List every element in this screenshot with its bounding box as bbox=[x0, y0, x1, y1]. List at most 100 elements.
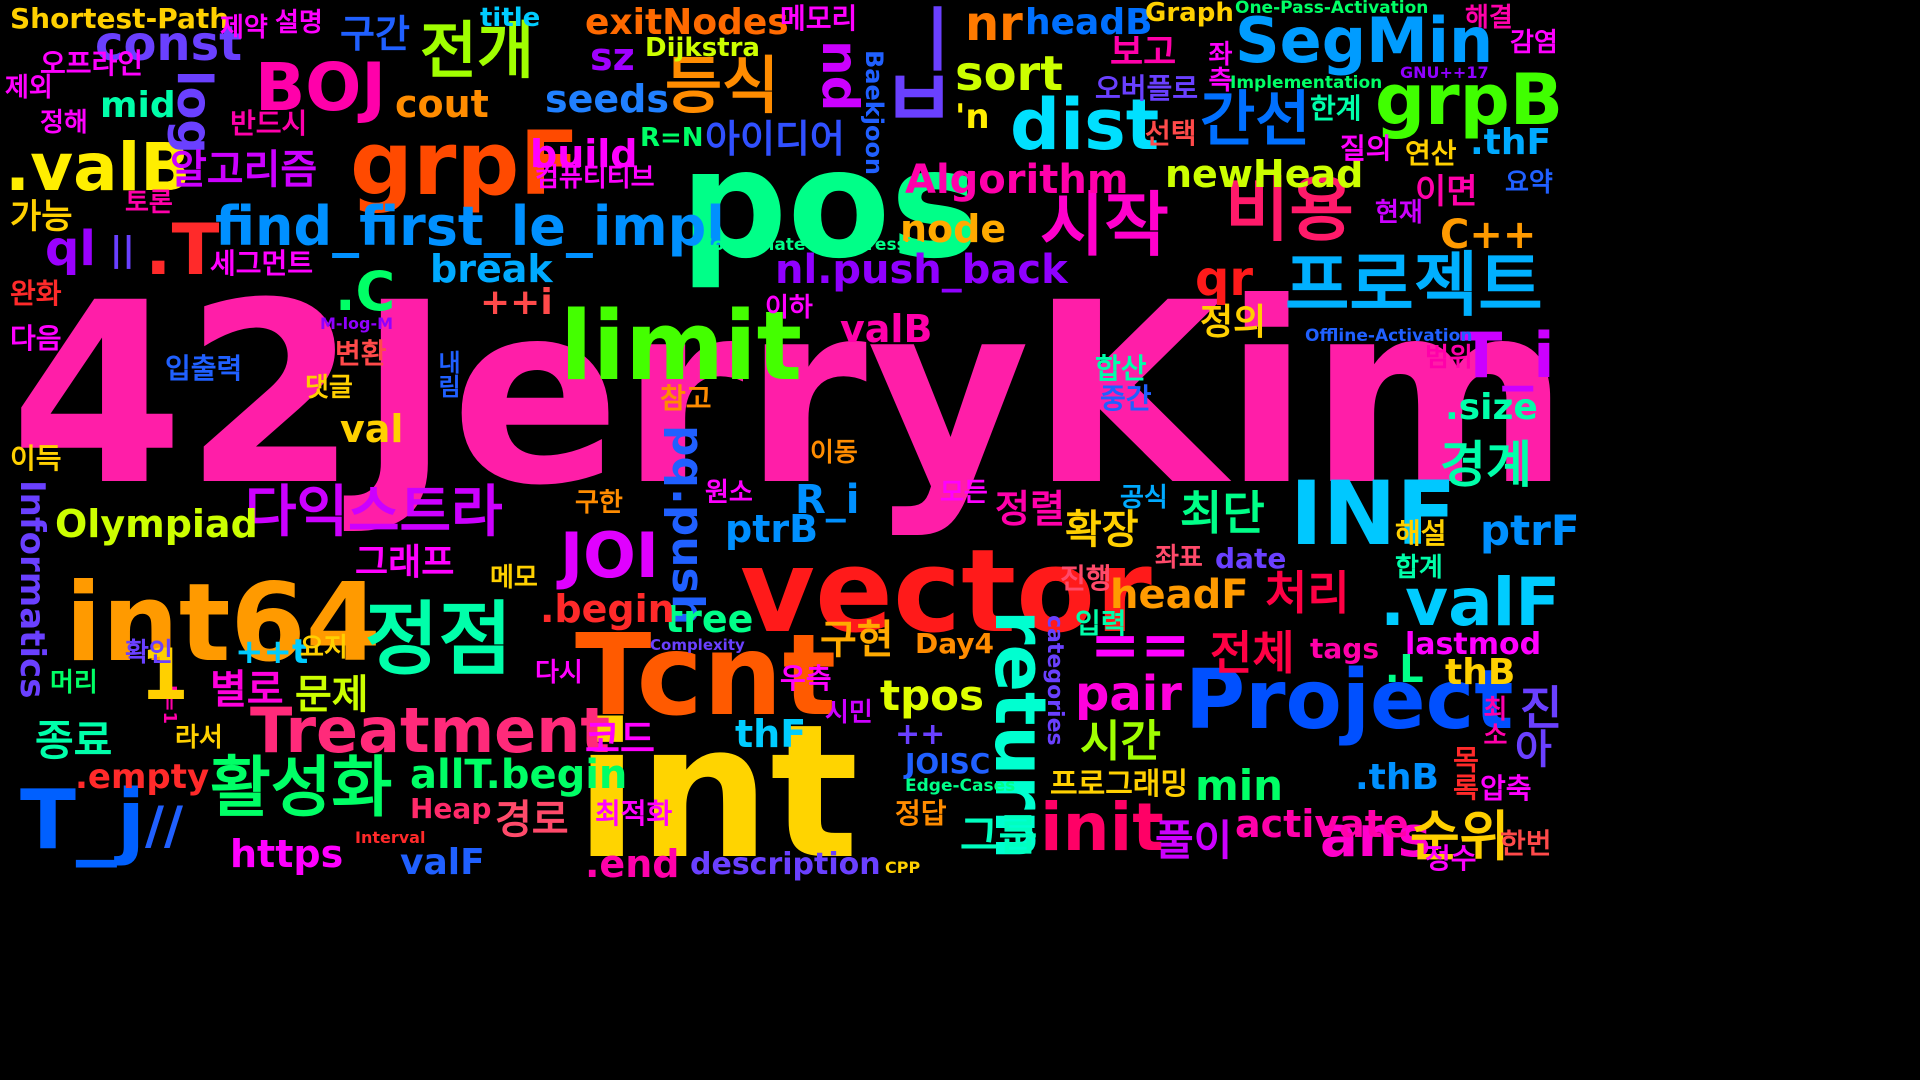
word-segment: 세그먼트 bbox=[210, 247, 314, 280]
word-headb: headB bbox=[1025, 2, 1153, 43]
word-choedan: 최단 bbox=[1180, 486, 1265, 540]
word-gnu17: GNU++17 bbox=[1400, 63, 1489, 82]
word-valb: valB bbox=[840, 307, 933, 351]
word-tpos: tpos bbox=[880, 671, 984, 720]
word-sunwi: 순위 bbox=[1410, 805, 1510, 868]
word-dot-c: .C bbox=[335, 260, 396, 323]
word-r-i: R_i bbox=[795, 477, 860, 523]
word-bogo: 보고 bbox=[1110, 32, 1177, 73]
word-cpp-tag: CPP bbox=[885, 858, 921, 877]
word-https: https bbox=[230, 832, 344, 876]
word-meori: 머리 bbox=[50, 668, 98, 698]
word-inf: INF bbox=[1290, 462, 1457, 565]
word-tree: tree bbox=[665, 597, 754, 641]
word-pos: pos bbox=[680, 118, 980, 292]
word-gyeonggye: 경계 bbox=[1440, 436, 1532, 494]
word-programming: 프로그래밍 bbox=[1050, 767, 1188, 802]
word-deungsik: 등식 bbox=[665, 49, 780, 122]
word-joi: JOI bbox=[560, 519, 659, 592]
word-wanhwa: 완화 bbox=[10, 277, 62, 310]
word-42jerrykim: 42JerryKim bbox=[10, 249, 1570, 540]
word-cheori: 처리 bbox=[1265, 566, 1350, 620]
word-nd: nd bbox=[811, 40, 869, 112]
word-daeum: 다음 bbox=[10, 322, 62, 355]
word-seontaek: 선택 bbox=[1145, 117, 1197, 150]
word-ganseon: 간선 bbox=[1200, 85, 1311, 155]
word-t-i: T_i bbox=[1460, 319, 1555, 392]
word-mongnok: 목록 bbox=[1448, 745, 1481, 801]
word-imyeon: 이면 bbox=[1415, 172, 1478, 212]
word-heap: Heap bbox=[410, 792, 492, 825]
word-edge-cases: Edge-Cases bbox=[905, 776, 1016, 796]
word-plusplus-t: ++t bbox=[235, 632, 309, 672]
word-dot-l: .L bbox=[1385, 647, 1424, 691]
word-nr: nr bbox=[965, 0, 1023, 52]
word-competitive: 컴퓨티티브 bbox=[535, 163, 655, 193]
word-sz: sz bbox=[590, 35, 635, 79]
word-jeongae: 전개 bbox=[420, 14, 535, 87]
word-puri: 풀이 bbox=[1155, 816, 1233, 865]
word-implementation: Implementation bbox=[1230, 73, 1383, 93]
word-jeongui: 정의 bbox=[1200, 302, 1267, 343]
word-t-j: T_j bbox=[20, 773, 146, 868]
word-int: int bbox=[575, 684, 859, 900]
word-valf-dot: .valF bbox=[1380, 564, 1561, 641]
word-algorithm-kr: 알고리즘 bbox=[170, 147, 318, 193]
word-jin: 진 bbox=[1520, 681, 1563, 735]
word-one: 1 bbox=[140, 634, 189, 716]
word-day4: Day4 bbox=[915, 627, 995, 660]
word-plusplus: ++ bbox=[895, 717, 946, 752]
word-toron: 토론 bbox=[125, 188, 173, 218]
word-slashes: // bbox=[145, 796, 183, 856]
word-exitnodes: exitNodes bbox=[585, 2, 789, 43]
word-yoyak: 요약 bbox=[1505, 168, 1553, 198]
word-tcnt: Tcnt bbox=[575, 611, 837, 741]
word-title: title bbox=[480, 3, 541, 33]
word-dot-thf: .thF bbox=[1470, 122, 1552, 163]
word-hwagin: 확인 bbox=[125, 638, 173, 668]
word-valf: valF bbox=[400, 842, 485, 883]
word-hyeonjae: 현재 bbox=[1375, 198, 1423, 228]
word-simin: 시민 bbox=[825, 698, 873, 728]
word-return: return bbox=[979, 610, 1061, 860]
word-dijkstra: Dijkstra bbox=[645, 33, 760, 63]
word-chamgo: 참고 bbox=[660, 382, 712, 415]
word-lastmod: lastmod bbox=[1405, 627, 1542, 662]
word-quote-n: 'n bbox=[955, 97, 990, 137]
word-jeyak: 제약 bbox=[220, 13, 268, 43]
word-thb: thB bbox=[1445, 652, 1516, 693]
word-dist: dist bbox=[1010, 84, 1160, 166]
word-dot-size: .size bbox=[1445, 387, 1538, 428]
word-jwacheuk: 좌측 bbox=[1203, 40, 1233, 92]
word-double-pipe: || bbox=[110, 230, 135, 270]
word-val: val bbox=[340, 407, 404, 451]
word-cout: cout bbox=[395, 82, 489, 126]
word-offline-activation: Offline-Activation bbox=[1305, 326, 1473, 346]
word-log: log bbox=[166, 70, 222, 154]
word-graph-kr: 그래프 bbox=[355, 542, 455, 583]
word-ucheuk: 우측 bbox=[780, 662, 832, 695]
word-plusplus-i: ++i bbox=[480, 282, 553, 323]
word-jiui: 질의 bbox=[1340, 132, 1392, 165]
word-jeonghae: 정해 bbox=[40, 108, 88, 138]
word-jeongsu: 정수 bbox=[1425, 842, 1477, 875]
word-baekjoon: Baekjoon bbox=[860, 50, 888, 176]
word-naerim: 내림 bbox=[433, 350, 461, 398]
word-hapsan: 합산 bbox=[1095, 352, 1147, 385]
word-hapgye: 합계 bbox=[1395, 553, 1443, 583]
word-project: Project bbox=[1185, 653, 1514, 748]
word-bandeusi: 반드시 bbox=[230, 107, 308, 140]
word-jeongdap: 정답 bbox=[895, 797, 947, 830]
word-apchuk: 압축 bbox=[1480, 772, 1532, 805]
word-eqeq: == bbox=[1090, 610, 1191, 680]
word-find-first-le-impl: find_first_le_impl bbox=[215, 195, 725, 258]
word-ptrb: ptrB bbox=[725, 507, 819, 551]
word-kode: 코드 bbox=[585, 717, 655, 761]
word-treatment: Treatment bbox=[250, 694, 611, 767]
word-beomwi: 범위 bbox=[1425, 343, 1473, 373]
word-dot-t: .T bbox=[145, 209, 220, 291]
word-const: const bbox=[95, 16, 243, 72]
word-min: min bbox=[1195, 761, 1284, 810]
word-grpb: grpB bbox=[1375, 59, 1564, 141]
